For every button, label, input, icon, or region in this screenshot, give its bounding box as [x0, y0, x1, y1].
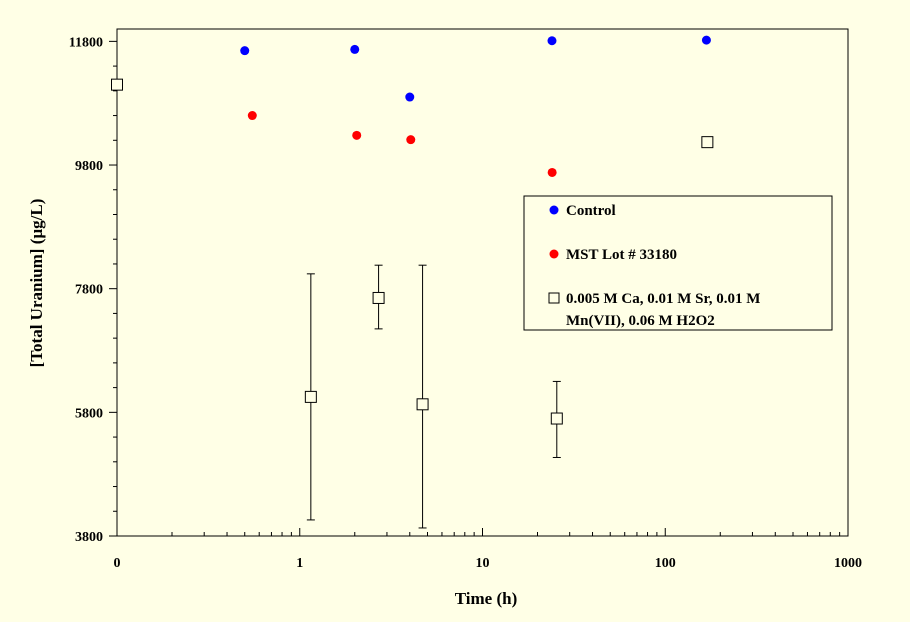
- legend-label: 0.005 M Ca, 0.01 M Sr, 0.01 M: [566, 291, 760, 307]
- data-point-s1: [547, 167, 557, 177]
- x-tick-label: 10: [476, 556, 490, 571]
- data-marks: [111, 35, 714, 529]
- y-tick-label: 7800: [75, 283, 103, 298]
- data-point-s2: [701, 136, 714, 149]
- data-point-s0: [547, 36, 557, 46]
- legend-marker: [549, 205, 559, 215]
- x-tick-label: 1000: [834, 556, 862, 571]
- data-point-s1: [406, 135, 416, 145]
- x-tick-label: 1: [296, 556, 303, 571]
- legend-label: Mn(VII), 0.06 M H2O2: [566, 313, 715, 329]
- data-point-s0: [701, 35, 711, 45]
- data-point-s0: [240, 46, 250, 56]
- x-tick-label: 0: [114, 556, 121, 571]
- legend-label: Control: [566, 203, 616, 219]
- y-axis-title: [Total Uranium] (µg/L): [27, 199, 46, 368]
- x-tick-label: 100: [655, 556, 676, 571]
- data-point-s1: [247, 111, 257, 121]
- data-point-s1: [352, 130, 362, 140]
- data-point-s2: [416, 398, 429, 411]
- legend-marker: [548, 292, 560, 304]
- legend-marker: [549, 249, 559, 259]
- y-tick-label: 11800: [69, 35, 103, 50]
- data-point-s2: [372, 291, 385, 304]
- data-point-s2: [550, 412, 563, 425]
- legend-box: [523, 195, 833, 331]
- y-tick-label: 3800: [75, 530, 103, 545]
- y-tick-label: 9800: [75, 159, 103, 174]
- data-point-s2: [111, 78, 123, 91]
- data-point-s0: [350, 44, 360, 54]
- x-axis-title: Time (h): [455, 589, 518, 608]
- data-point-s2: [304, 390, 317, 403]
- y-tick-label: 5800: [75, 406, 103, 421]
- legend: Control MST Lot # 33180 0.005 M Ca, 0.01 M…: [523, 195, 833, 331]
- axes: 0 1 10 100 1000 3800 5800 7800 9800 11800: [69, 35, 862, 571]
- legend-label: MST Lot # 33180: [566, 247, 677, 263]
- data-point-s0: [405, 92, 415, 102]
